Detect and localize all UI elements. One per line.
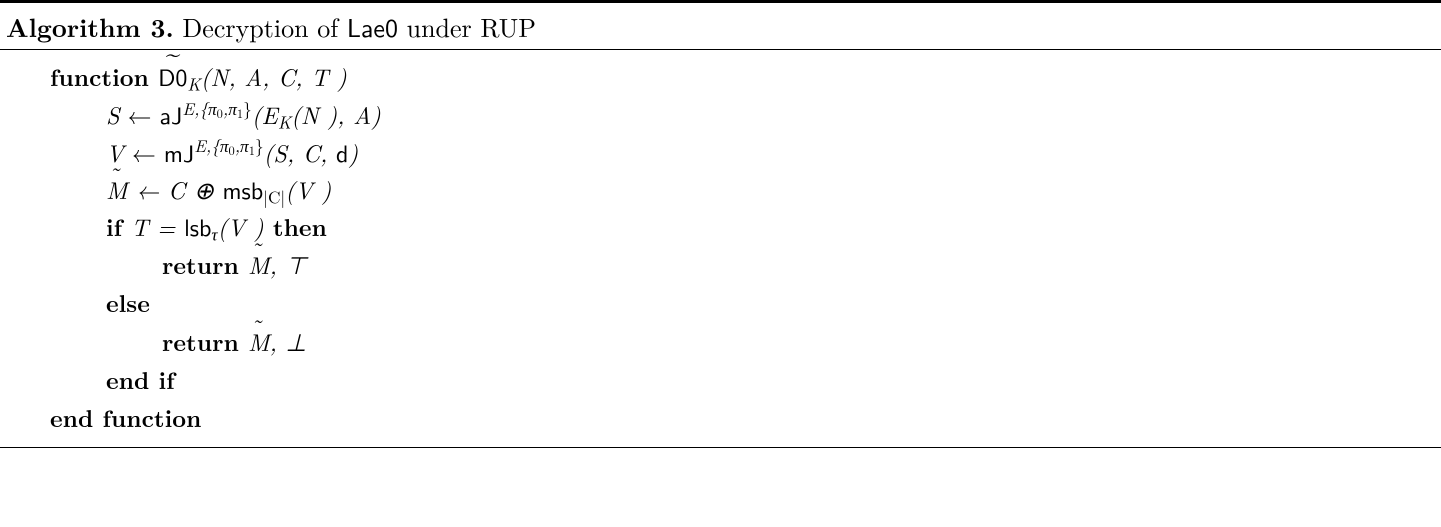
title-text-2: under RUP <box>398 8 536 45</box>
aJ: aJ <box>159 97 182 132</box>
kw-function: function <box>50 60 158 94</box>
s-var: S <box>106 97 120 131</box>
tilde-3: ˜ <box>253 308 265 345</box>
m-mid: ← C ⊕ <box>128 172 223 206</box>
algorithm-body: function ˜D0K(N, A, C, T ) S ← aJE,{π0,π… <box>0 50 1441 447</box>
ret-top: , ⊤ <box>270 247 307 281</box>
kw-then: then <box>264 210 327 244</box>
mJ-arg-d: d <box>336 135 348 170</box>
line-endfunction: end function <box>6 399 1435 437</box>
algorithm-number: Algorithm 3. <box>6 8 174 45</box>
line-function: function ˜D0K(N, A, C, T ) <box>6 58 1435 96</box>
mJ-args: (S, C, <box>264 135 336 169</box>
aJ-sup: E,{π0,π1} <box>182 97 251 121</box>
line-s: S ← aJE,{π0,π1}(EK(N ), A) <box>6 96 1435 133</box>
t-eq: T = <box>131 209 184 243</box>
tilde-1: ˜ <box>111 156 123 193</box>
aJ-args-post: (N ), A) <box>291 97 381 131</box>
kw-if: if <box>106 210 131 244</box>
kw-return-1: return <box>162 248 248 282</box>
aJ-args-pre: (E <box>252 97 278 131</box>
ret-bot: , ⊥ <box>270 324 307 358</box>
mJ-sup: E,{π0,π1} <box>194 134 263 158</box>
func-args: (N, A, C, T ) <box>201 59 347 93</box>
arrow-1: ← <box>120 97 160 131</box>
line-mtilde: ˜M ← C ⊕ msb|C|(V ) <box>6 171 1435 208</box>
line-else: else <box>6 284 1435 322</box>
arrow-2: ← <box>124 135 164 169</box>
bottom-rule <box>0 447 1441 448</box>
algorithm-block: Algorithm 3. Decryption of Lae0 under RU… <box>0 0 1441 448</box>
mJ-args-close: ) <box>348 135 358 169</box>
line-endif: end if <box>6 361 1435 399</box>
tilde-2: ˜ <box>253 231 265 268</box>
algorithm-title-line: Algorithm 3. Decryption of Lae0 under RU… <box>0 3 1441 49</box>
line-return-bot: return ˜M, ⊥ <box>6 323 1435 361</box>
title-text-1: Decryption of <box>174 8 347 45</box>
tilde-wide: ˜ <box>162 42 184 79</box>
kw-return-2: return <box>162 325 248 359</box>
mJ: mJ <box>164 135 194 170</box>
kw-endif: end if <box>106 363 175 397</box>
lsb-fn: lsb <box>184 209 211 244</box>
line-if: if T = lsbτ(V ) then <box>6 208 1435 246</box>
line-v: V ← mJE,{π0,π1}(S, C, d) <box>6 134 1435 171</box>
kw-else: else <box>106 286 150 320</box>
title-algo-name: Lae0 <box>347 8 398 46</box>
msb-fn: msb <box>223 172 264 207</box>
kw-endfunction: end function <box>50 401 201 435</box>
aJ-sub-k: K <box>278 111 291 135</box>
msb-arg: (V ) <box>285 172 331 206</box>
msb-sub: |C| <box>263 185 285 209</box>
line-return-top: return ˜M, ⊤ <box>6 246 1435 284</box>
func-sub-k: K <box>187 73 200 97</box>
